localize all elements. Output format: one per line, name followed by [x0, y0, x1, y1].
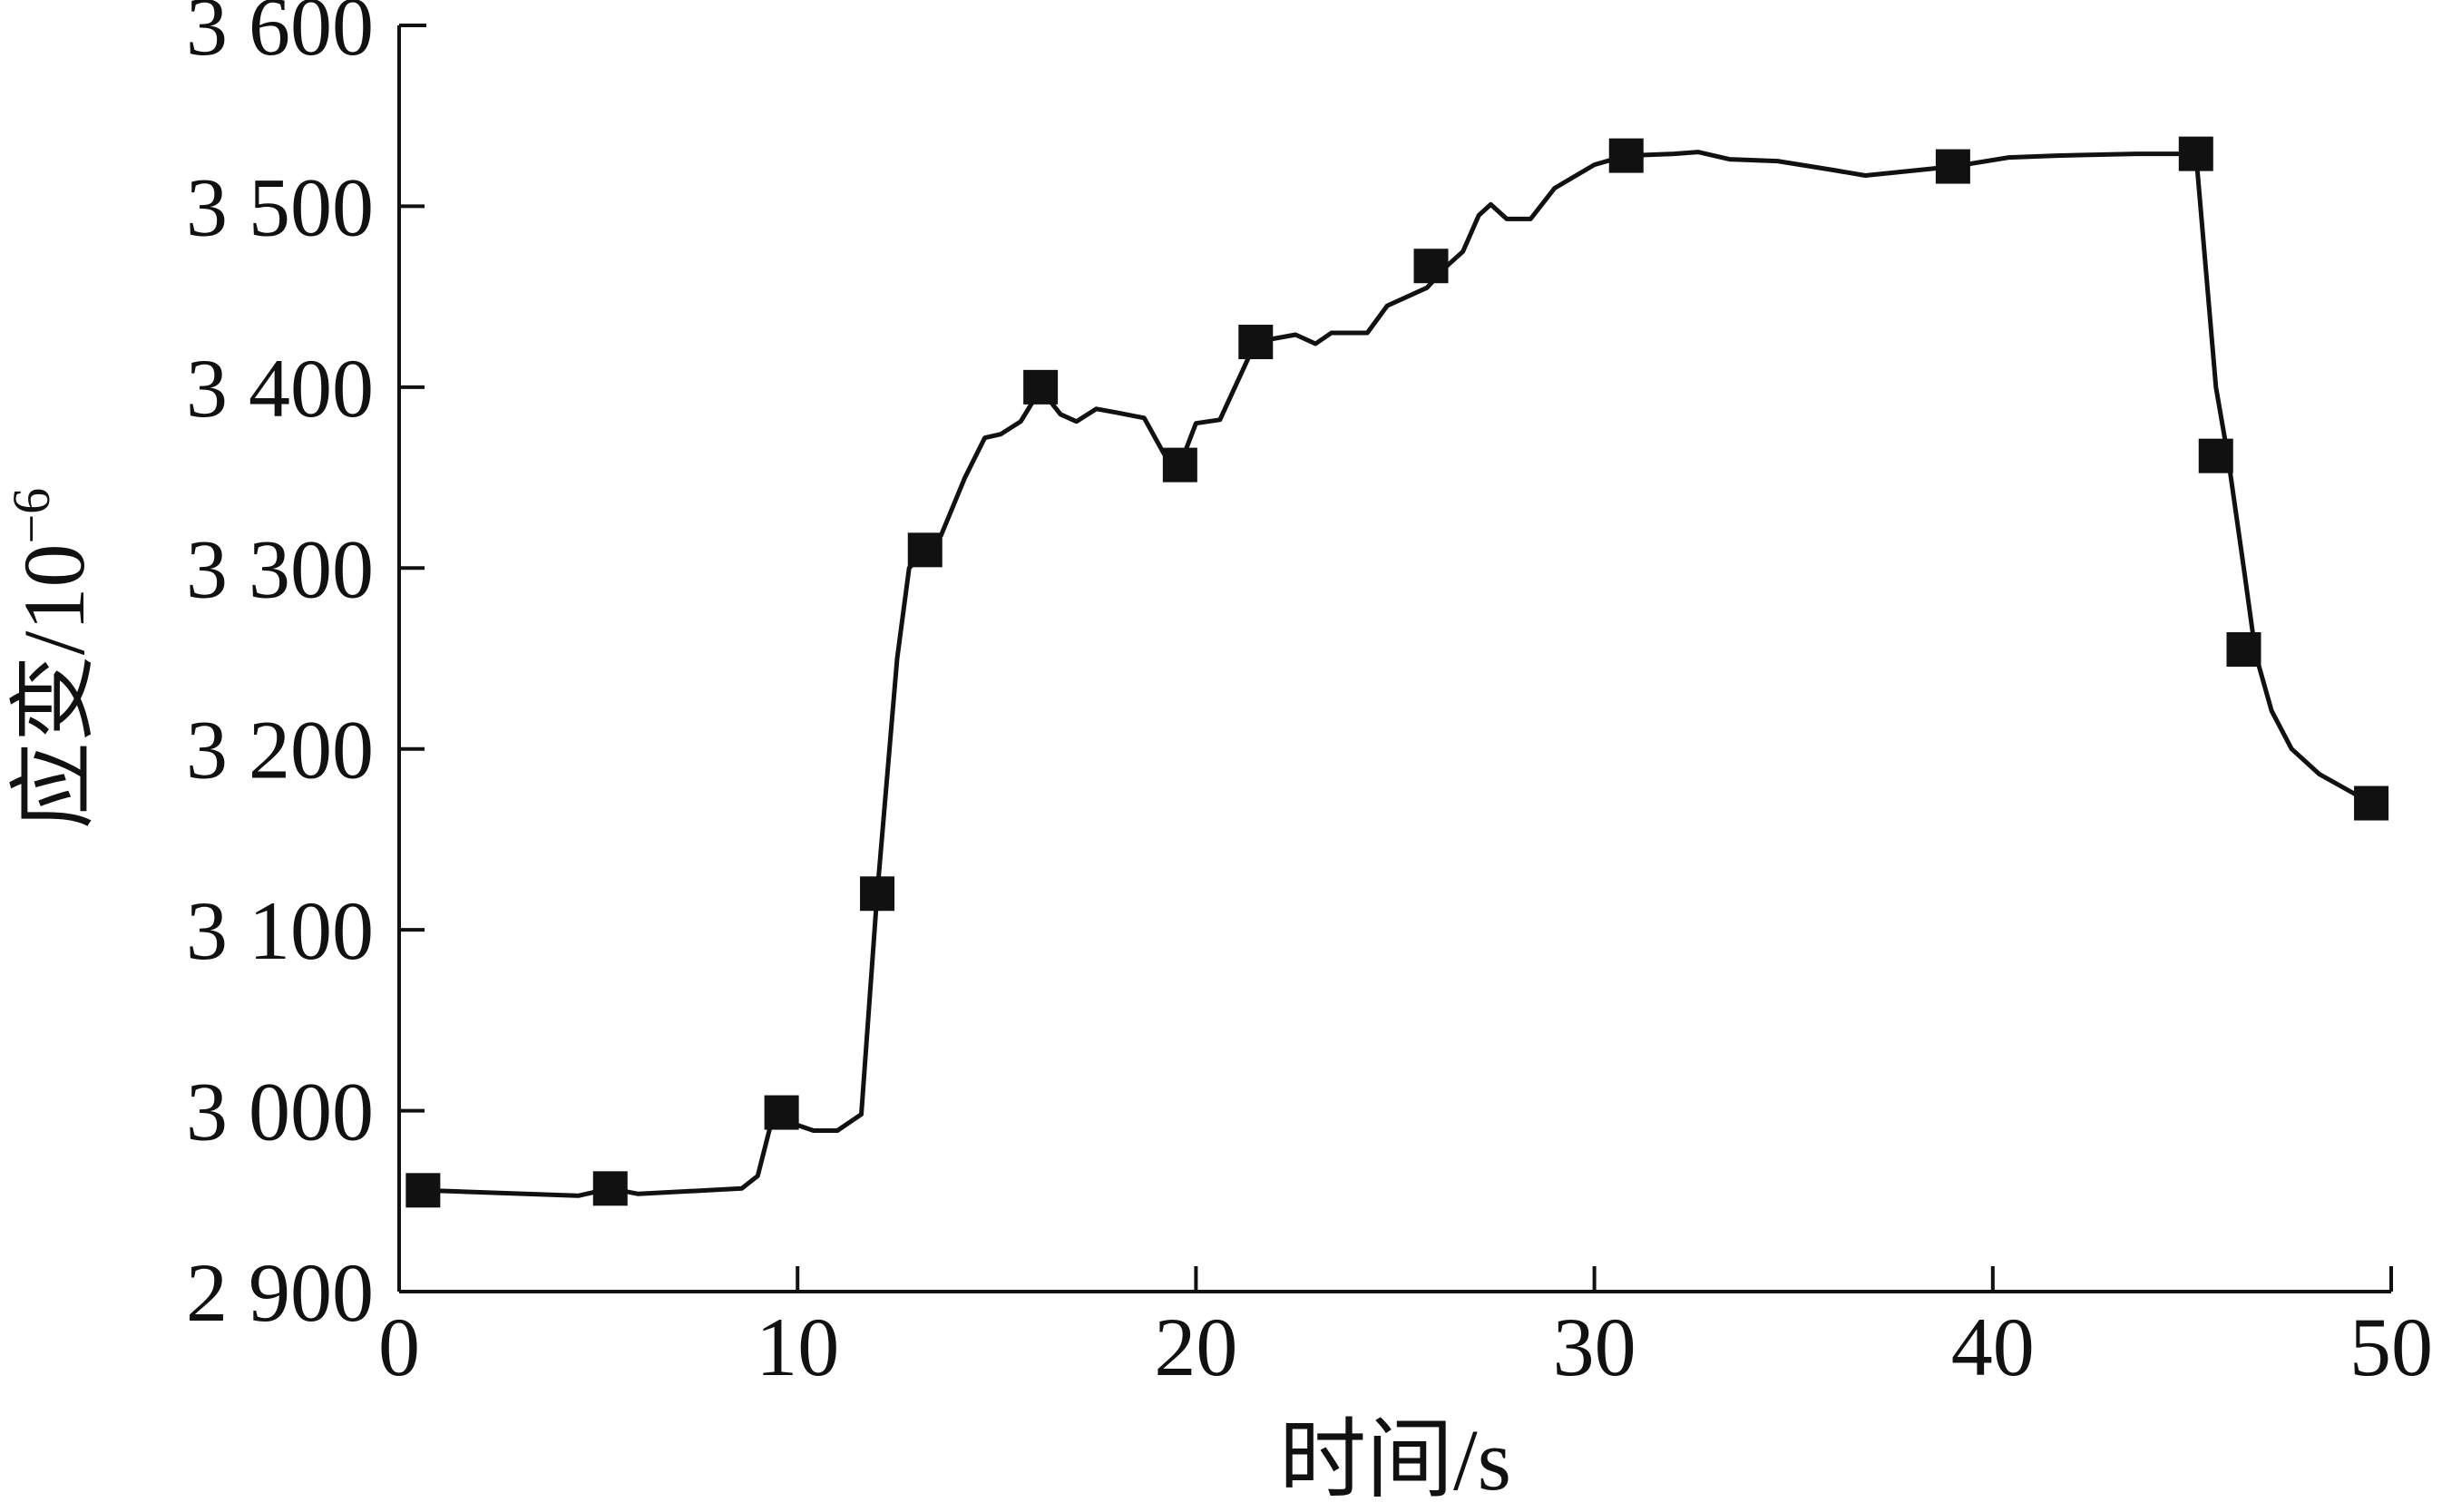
y-tick-label: 3 400 — [186, 342, 374, 434]
y-axis-title: 应变/10−6 — [2, 488, 103, 829]
x-tick-label: 50 — [2349, 1301, 2433, 1393]
data-point-marker — [2178, 136, 2213, 171]
series-line — [423, 150, 2373, 1198]
data-point-marker — [1162, 447, 1197, 483]
data-point-marker — [860, 876, 895, 912]
x-axis-title: 时间/s — [1279, 1411, 1511, 1508]
data-point-marker — [764, 1095, 799, 1130]
y-axis-title-exponent: −6 — [2, 488, 61, 544]
y-tick-label: 3 500 — [186, 161, 374, 253]
y-tick-label: 3 200 — [186, 704, 374, 796]
y-axis-title-base: 应变/10 — [5, 544, 103, 830]
x-tick-label: 0 — [378, 1301, 420, 1393]
x-ticks: 0 10 20 30 40 50 — [378, 1266, 2433, 1393]
y-ticks: 2 900 3 000 3 100 3 200 3 300 3 400 3 500 3 600 — [186, 0, 425, 1339]
data-point-marker — [1935, 149, 1970, 184]
data-point-marker — [405, 1173, 441, 1208]
x-tick-label: 10 — [756, 1301, 839, 1393]
data-point-marker — [1608, 138, 1644, 173]
axes — [397, 24, 2391, 1293]
y-tick-label: 3 000 — [186, 1066, 374, 1158]
data-point-marker — [1023, 369, 1059, 405]
x-tick-label: 30 — [1553, 1301, 1636, 1393]
data-point-marker — [592, 1171, 628, 1206]
data-point-marker — [2198, 438, 2233, 473]
y-tick-label: 3 300 — [186, 522, 374, 615]
data-point-marker — [907, 532, 943, 568]
y-tick-label: 2 900 — [186, 1246, 374, 1339]
y-tick-label: 3 100 — [186, 884, 374, 977]
data-point-marker — [2226, 632, 2261, 668]
x-tick-label: 40 — [1951, 1301, 2035, 1393]
data-point-marker — [1413, 249, 1449, 284]
data-point-marker — [2354, 785, 2389, 821]
data-point-marker — [1238, 325, 1274, 359]
plot-area — [405, 136, 2389, 1208]
x-tick-label: 20 — [1154, 1301, 1237, 1393]
y-tick-label: 3 600 — [186, 0, 374, 73]
